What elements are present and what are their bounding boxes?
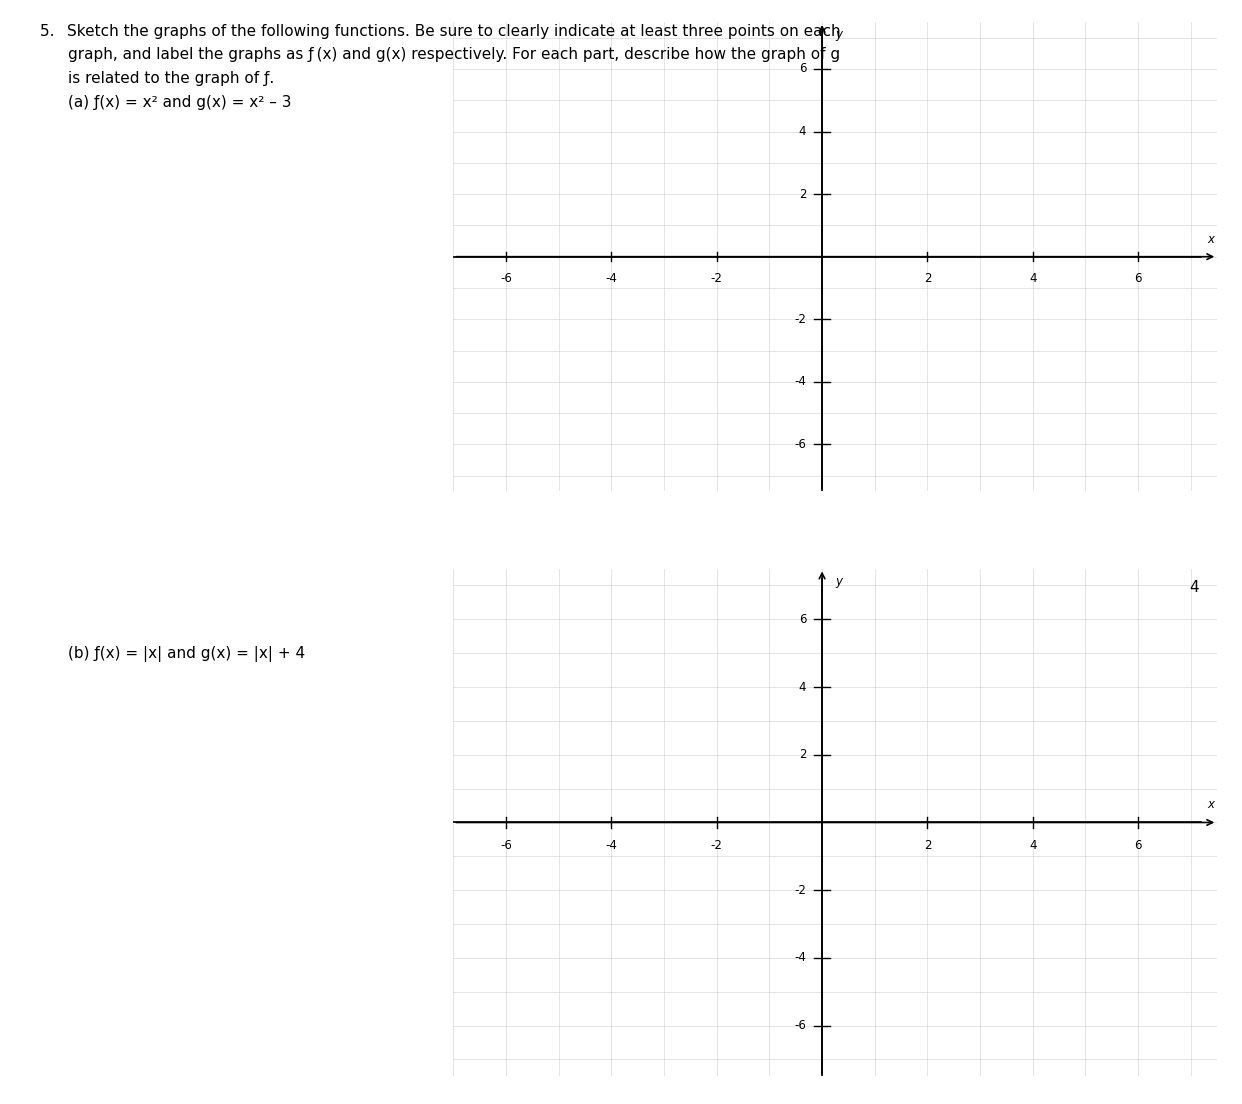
Text: 2: 2 — [799, 749, 806, 762]
Text: 2: 2 — [924, 839, 932, 852]
Text: -4: -4 — [605, 839, 617, 852]
Text: -2: -2 — [795, 883, 806, 896]
Text: (a) ƒ(x) = x² and g(x) = x² – 3: (a) ƒ(x) = x² and g(x) = x² – 3 — [68, 95, 292, 110]
Text: 6: 6 — [1134, 273, 1141, 285]
Text: 4: 4 — [1030, 273, 1037, 285]
Text: -6: -6 — [795, 438, 806, 450]
Text: -2: -2 — [710, 839, 723, 852]
Text: 2: 2 — [799, 188, 806, 201]
Text: -4: -4 — [795, 952, 806, 965]
Text: -4: -4 — [795, 375, 806, 389]
Text: -6: -6 — [795, 1019, 806, 1032]
Text: 6: 6 — [799, 63, 806, 75]
Text: x: x — [1207, 797, 1215, 810]
Text: y: y — [835, 29, 842, 41]
Text: 4: 4 — [799, 680, 806, 693]
Text: (b) ƒ(x) = |x| and g(x) = |x| + 4: (b) ƒ(x) = |x| and g(x) = |x| + 4 — [68, 646, 306, 661]
Text: 6: 6 — [1134, 839, 1141, 852]
Text: graph, and label the graphs as ƒ (x) and g(x) respectively. For each part, descr: graph, and label the graphs as ƒ (x) and… — [68, 47, 841, 63]
Text: 4: 4 — [1030, 839, 1037, 852]
Text: 2: 2 — [924, 273, 932, 285]
Text: is related to the graph of ƒ.: is related to the graph of ƒ. — [68, 71, 274, 86]
Text: 4: 4 — [799, 125, 806, 138]
Text: -6: -6 — [501, 273, 512, 285]
Text: -2: -2 — [795, 312, 806, 326]
Text: -6: -6 — [501, 839, 512, 852]
Text: 4: 4 — [1189, 580, 1199, 595]
Text: 6: 6 — [799, 613, 806, 626]
Text: x: x — [1207, 233, 1215, 246]
Text: 5.  Sketch the graphs of the following functions. Be sure to clearly indicate at: 5. Sketch the graphs of the following fu… — [40, 24, 841, 40]
Text: -4: -4 — [605, 273, 617, 285]
Text: y: y — [835, 575, 842, 588]
Text: -2: -2 — [710, 273, 723, 285]
